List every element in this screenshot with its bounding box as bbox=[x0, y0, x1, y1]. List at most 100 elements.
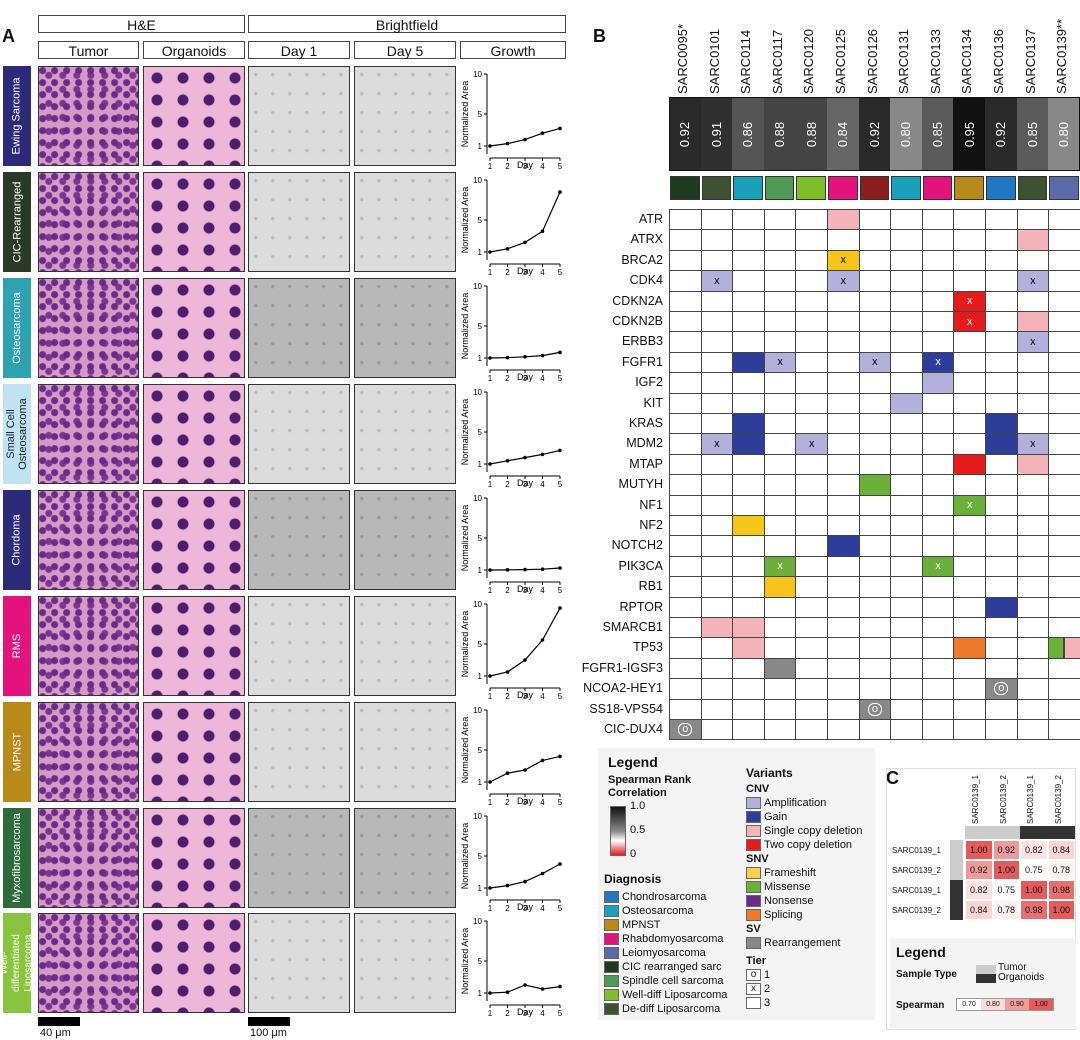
grid-cell bbox=[732, 596, 765, 618]
grid-cell bbox=[700, 331, 734, 353]
growth-chart: 1 5 10 1 2 3 4 5 Day Normalized Area bbox=[460, 282, 563, 383]
grid-cell bbox=[921, 433, 955, 455]
grid-cell bbox=[700, 453, 734, 476]
grid-cell bbox=[732, 392, 765, 414]
data-point bbox=[540, 131, 545, 135]
y-tick-label: 5 bbox=[478, 957, 483, 966]
grid-cell bbox=[795, 229, 828, 251]
grid-cell bbox=[1048, 413, 1080, 435]
variant-cell: x bbox=[953, 311, 986, 333]
gene-label: ERBB3 bbox=[622, 334, 663, 349]
grid-cell bbox=[700, 719, 734, 741]
scale-label-100um: 100 μm bbox=[250, 1027, 287, 1039]
grid-cell bbox=[827, 474, 860, 496]
grid-cell bbox=[985, 617, 1018, 639]
heatmap-col-label: SARC0139_1 bbox=[971, 775, 980, 824]
grid-cell bbox=[890, 637, 923, 659]
grid-cell bbox=[763, 474, 797, 496]
spearman-cell: 0.92 bbox=[669, 98, 701, 170]
grid-cell bbox=[700, 290, 734, 312]
grid-cell bbox=[763, 535, 797, 557]
y-axis-label: Normalized Area bbox=[460, 293, 470, 360]
grid-cell bbox=[763, 617, 797, 639]
grid-cell bbox=[953, 249, 986, 272]
grid-cell bbox=[890, 617, 923, 639]
gene-label: PIK3CA bbox=[618, 558, 663, 573]
grid-cell bbox=[827, 351, 860, 374]
gene-label: BRCA2 bbox=[621, 252, 663, 267]
grid-cell bbox=[700, 372, 734, 394]
grid-cell bbox=[763, 209, 797, 231]
grid-cell bbox=[827, 515, 860, 537]
y-tick-label: 5 bbox=[478, 322, 483, 331]
variant-cell: x bbox=[953, 290, 986, 312]
grid-cell bbox=[921, 494, 955, 516]
tumor-image bbox=[38, 278, 139, 378]
legend-item: MPNST bbox=[604, 918, 727, 932]
grid-cell bbox=[953, 229, 986, 251]
day1-image bbox=[248, 278, 350, 378]
growth-chart: 1 5 10 1 2 3 4 5 Day Normalized Area bbox=[460, 388, 563, 489]
grid-cell bbox=[827, 494, 860, 516]
x-tick-label: 1 bbox=[488, 904, 493, 913]
cnv-title: CNV bbox=[746, 783, 770, 795]
x-tick-label: 2 bbox=[505, 904, 510, 913]
y-tick-label: 1 bbox=[478, 354, 483, 363]
y-axis-label: Normalized Area bbox=[460, 823, 470, 890]
grid-cell bbox=[763, 249, 797, 272]
grid-cell bbox=[669, 678, 702, 700]
gene-label: FGFR1-IGSF3 bbox=[581, 660, 663, 675]
grid-cell bbox=[669, 617, 702, 639]
grid-cell bbox=[1016, 698, 1050, 720]
data-point bbox=[558, 126, 562, 131]
y-tick-label: 10 bbox=[473, 917, 482, 926]
grid-cell bbox=[921, 413, 955, 435]
diagnosis-color-cell bbox=[954, 176, 984, 200]
grid-cell bbox=[890, 249, 923, 272]
diagnosis-color-cell bbox=[733, 176, 763, 200]
grid-cell bbox=[795, 351, 828, 374]
legend-label: MPNST bbox=[622, 919, 661, 931]
grid-cell bbox=[795, 698, 828, 720]
organoid-image bbox=[143, 702, 245, 802]
grid-cell bbox=[1016, 474, 1050, 496]
legend-swatch bbox=[604, 905, 619, 918]
diagnosis-color-cell bbox=[986, 176, 1016, 200]
grid-cell bbox=[763, 331, 797, 353]
sample-type-bar bbox=[950, 900, 963, 920]
data-point bbox=[505, 247, 510, 251]
y-tick-label: 1 bbox=[478, 460, 483, 469]
sv-title: SV bbox=[746, 923, 761, 935]
grid-cell bbox=[953, 270, 986, 292]
legend-label: De-diff Liposarcoma bbox=[622, 1003, 721, 1015]
sample-label: SARC0134 bbox=[959, 28, 975, 94]
grid-cell bbox=[1048, 698, 1080, 720]
gene-label: SS18-VPS54 bbox=[589, 701, 663, 716]
grid-cell bbox=[700, 311, 734, 333]
grid-cell bbox=[1048, 209, 1080, 231]
variant-cell bbox=[890, 392, 923, 414]
legend-swatch bbox=[746, 825, 761, 838]
grid-cell bbox=[985, 270, 1018, 292]
y-tick-label: 10 bbox=[473, 494, 482, 503]
grid-cell bbox=[985, 576, 1018, 598]
tumor-image bbox=[38, 490, 139, 590]
grid-cell bbox=[985, 351, 1018, 374]
day5-image bbox=[354, 66, 456, 166]
grid-cell bbox=[985, 453, 1018, 476]
grid-cell bbox=[953, 515, 986, 537]
diagnosis-color-cell bbox=[670, 176, 700, 200]
grid-cell bbox=[700, 576, 734, 598]
grid-cell bbox=[921, 229, 955, 251]
grid-cell bbox=[858, 311, 892, 333]
variant-cell: x bbox=[921, 351, 955, 374]
row-label-text: RMS bbox=[10, 633, 23, 659]
data-point bbox=[488, 568, 492, 572]
grid-cell bbox=[1048, 331, 1080, 353]
y-tick-label: 5 bbox=[478, 746, 483, 755]
data-point bbox=[523, 658, 527, 662]
grid-cell bbox=[921, 596, 955, 618]
panel-c-frame bbox=[886, 768, 1076, 1030]
y-tick-label: 10 bbox=[473, 706, 482, 715]
